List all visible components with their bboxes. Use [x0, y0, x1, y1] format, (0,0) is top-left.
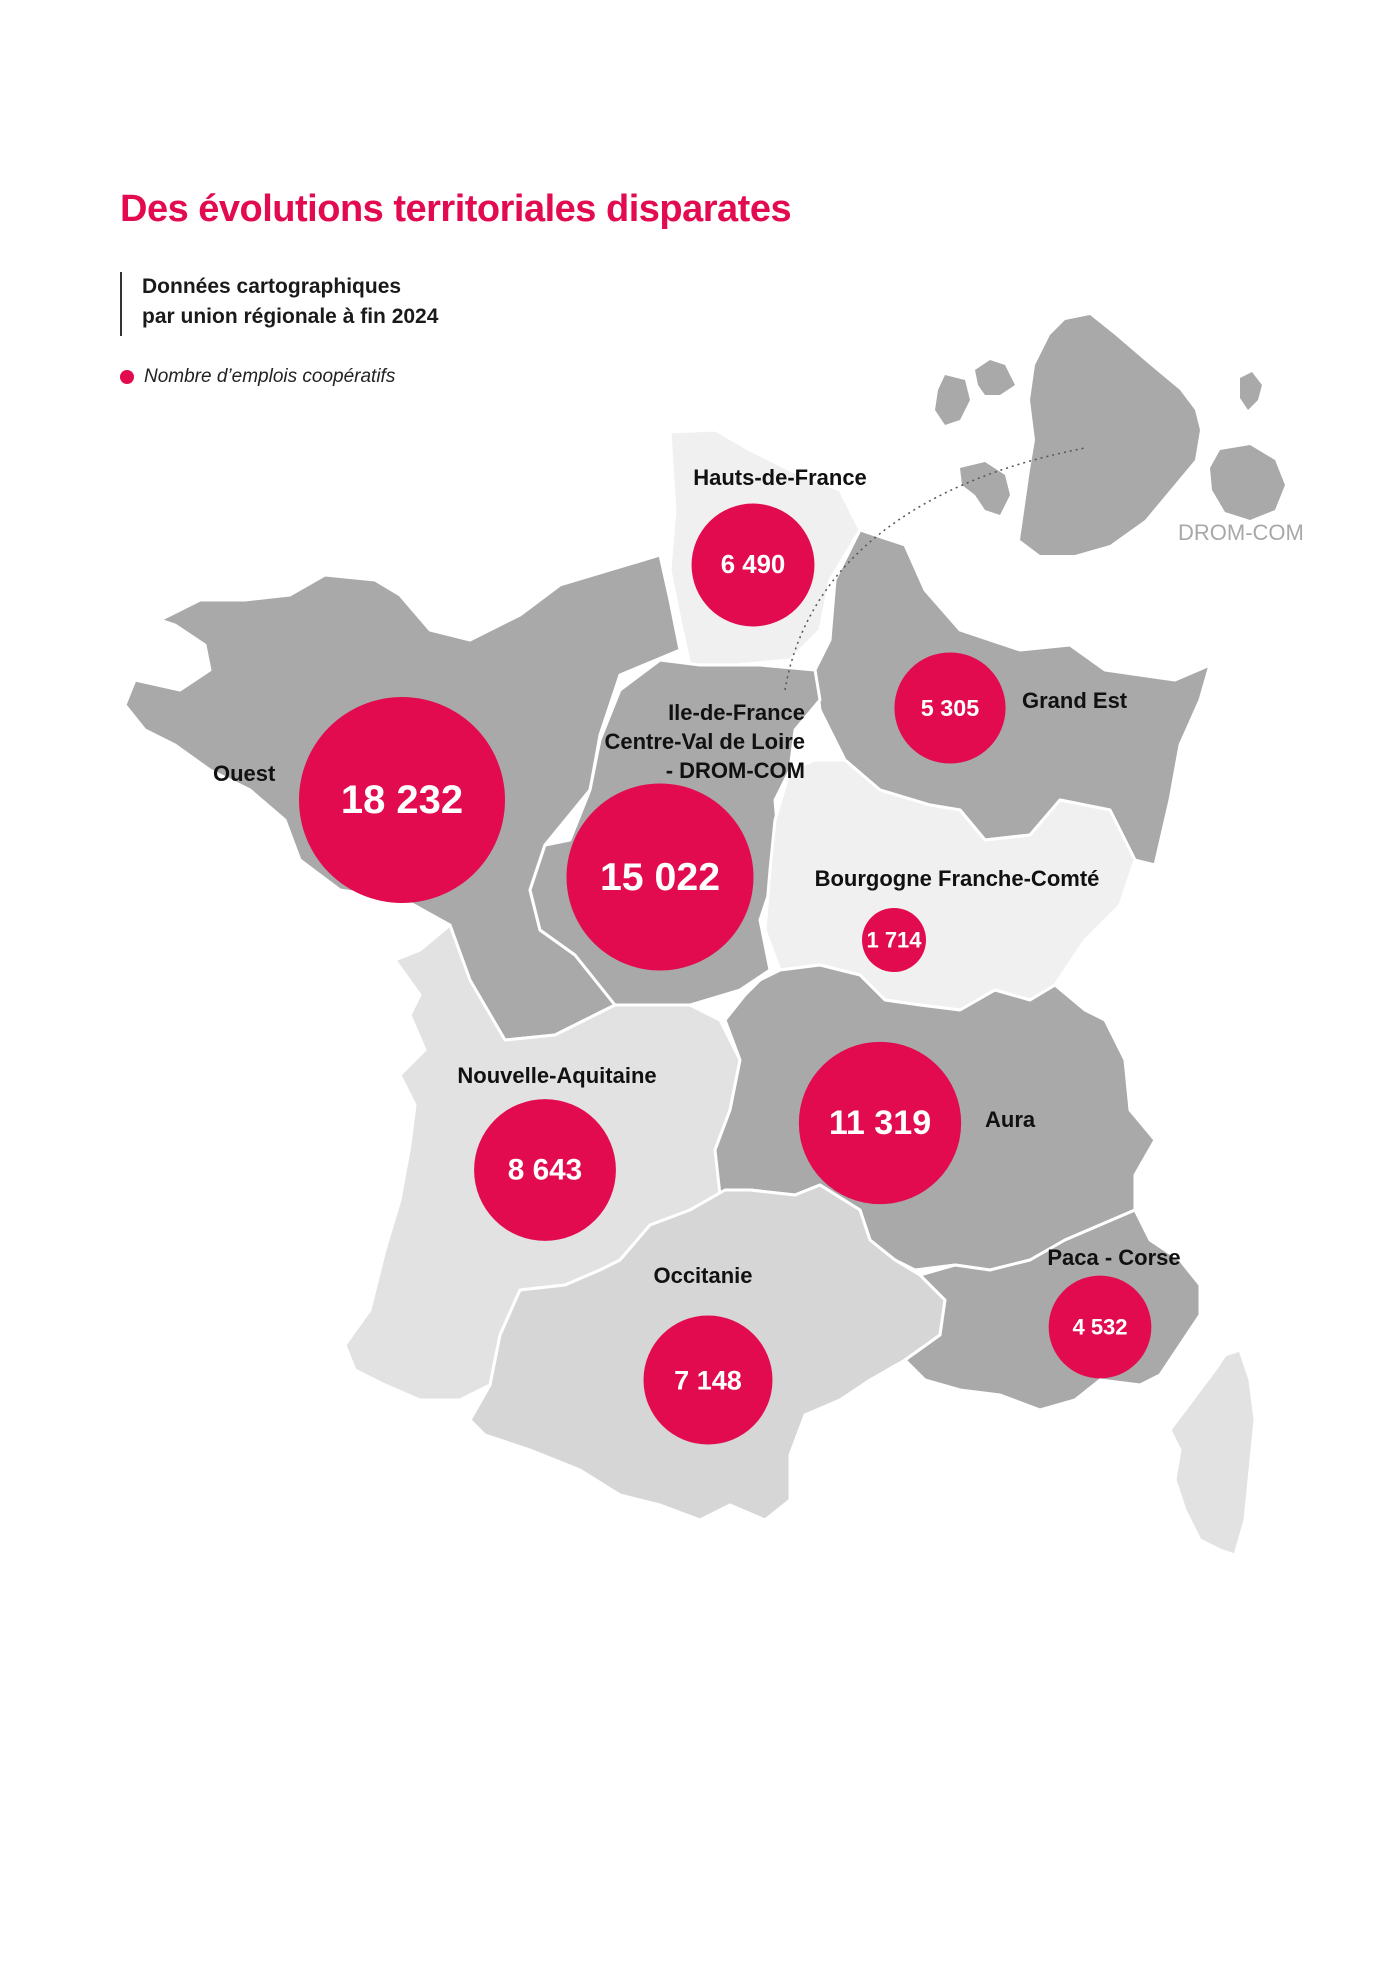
region-label-line: Centre-Val de Loire	[604, 729, 805, 754]
bubble-paca-corse	[1048, 1275, 1152, 1379]
bubble-nouvelle-aquitaine	[474, 1099, 616, 1241]
island-mayotte	[1240, 372, 1262, 410]
drom-com-islands	[935, 315, 1285, 555]
bubble-grand-est	[894, 652, 1006, 764]
region-label-line: Ile-de-France	[668, 700, 805, 725]
region-label-line: Ouest	[213, 761, 276, 786]
bubble-value-aura: 11 319	[829, 1104, 931, 1142]
bubble-value-hauts-de-france: 6 490	[721, 551, 786, 579]
legend-label: Nombre d’emplois coopératifs	[144, 366, 396, 387]
region-label-bourgogne-franche-comte: Bourgogne Franche-Comté	[815, 866, 1100, 891]
island-reunion	[1210, 445, 1285, 520]
region-label-ouest: Ouest	[213, 761, 276, 786]
region-label-aura: Aura	[985, 1107, 1036, 1132]
subtitle-line-1: Données cartographiques	[142, 275, 402, 298]
region-label-line: Nouvelle-Aquitaine	[457, 1063, 656, 1088]
region-label-hauts-de-france: Hauts-de-France	[693, 465, 867, 490]
bubble-value-bourgogne-franche-comte: 1 714	[866, 928, 922, 953]
region-label-line: Aura	[985, 1107, 1036, 1132]
region-label-idf-cvl-drom: Ile-de-France Centre-Val de Loire - DROM-C…	[604, 700, 805, 783]
region-label-line: Paca - Corse	[1047, 1245, 1180, 1270]
region-label-paca-corse: Paca - Corse	[1047, 1245, 1180, 1270]
bubble-value-occitanie: 7 148	[674, 1365, 742, 1396]
region-label-occitanie: Occitanie	[653, 1263, 752, 1288]
region-label-line: Hauts-de-France	[693, 465, 867, 490]
region-label-line: - DROM-COM	[666, 758, 805, 783]
bubble-value-paca-corse: 4 532	[1072, 1315, 1127, 1340]
bubble-value-nouvelle-aquitaine: 8 643	[508, 1154, 583, 1187]
bubble-occitanie	[643, 1315, 773, 1445]
island-martinique	[960, 462, 1010, 515]
region-label-line: Occitanie	[653, 1263, 752, 1288]
bubble-value-grand-est: 5 305	[921, 695, 979, 721]
region-label-grand-est: Grand Est	[1022, 688, 1128, 713]
island-guadeloupe	[935, 360, 1015, 425]
bubble-ouest	[299, 697, 505, 903]
subtitle-line-2: par union régionale à fin 2024	[142, 305, 439, 328]
bubble-aura	[798, 1041, 962, 1205]
bubble-bourgogne-franche-comte	[862, 908, 926, 972]
bubble-value-ouest: 18 232	[341, 778, 463, 822]
drom-com-label: DROM-COM	[1178, 520, 1304, 545]
bubble-idf-cvl-drom	[566, 783, 754, 971]
legend-dot-icon	[120, 370, 134, 384]
map-title: Des évolutions territoriales disparates	[120, 188, 792, 230]
map-subtitle: Données cartographiques par union région…	[120, 272, 438, 336]
island-guyane	[1020, 315, 1200, 555]
region-label-line: Grand Est	[1022, 688, 1128, 713]
region-label-nouvelle-aquitaine: Nouvelle-Aquitaine	[457, 1063, 656, 1088]
bubble-value-idf-cvl-drom: 15 022	[600, 855, 720, 899]
label-layer: Hauts-de-France Grand Est Ouest Ile-de-Fran…	[213, 465, 1181, 1288]
region-shape-corse	[1168, 1348, 1257, 1557]
region-label-line: Bourgogne Franche-Comté	[815, 866, 1100, 891]
legend: Nombre d’emplois coopératifs	[120, 366, 395, 388]
bubble-hauts-de-france	[691, 503, 815, 627]
bubble-layer: 6 490 5 305 18 232 15 022 1 714 8 643 11 319 7 …	[299, 503, 1152, 1445]
